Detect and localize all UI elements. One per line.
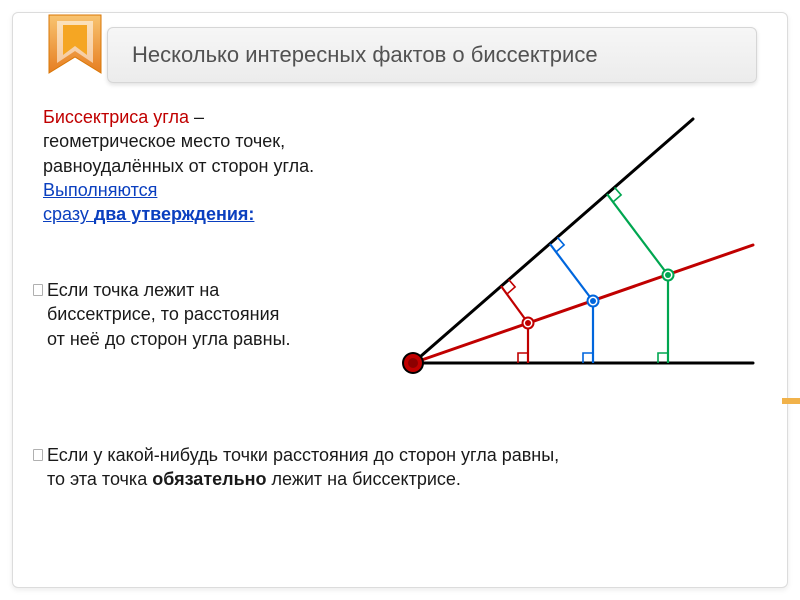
bullet-2: Если у какой-нибудь точки расстояния до … (33, 443, 773, 510)
term: Биссектриса угла (43, 107, 189, 127)
bullet-1: Если точка лежит на биссектрисе, то расс… (33, 278, 433, 369)
definition-text: Биссектриса угла – геометрическое место … (43, 105, 403, 226)
bisector-diagram (383, 103, 763, 403)
b1-l3: от неё до сторон угла равны. (47, 327, 433, 351)
b2-l1: Если у какой-нибудь точки расстояния до … (47, 443, 773, 467)
b1-l2: биссектрисе, то расстояния (47, 302, 433, 326)
side-accent (782, 398, 800, 404)
stmt-line1: Выполняются (43, 178, 403, 202)
header-banner: Несколько интересных фактов о биссектрис… (107, 27, 757, 83)
b2-l2a: то эта точка (47, 469, 152, 489)
def-line3: равноудалённых от сторон угла. (43, 154, 403, 178)
stmt-line2a: сразу (43, 204, 94, 224)
slide-card: Несколько интересных фактов о биссектрис… (12, 12, 788, 588)
header-title: Несколько интересных фактов о биссектрис… (132, 42, 598, 68)
b2-l2c: лежит на биссектрисе. (267, 469, 461, 489)
term-dash: – (189, 107, 204, 127)
stmt-line2b: два утверждения: (94, 204, 255, 224)
def-line2: геометрическое место точек, (43, 129, 403, 153)
b1-l1: Если точка лежит на (47, 278, 433, 302)
bookmark-badge-icon (43, 13, 107, 91)
b2-l2b: обязательно (152, 469, 266, 489)
